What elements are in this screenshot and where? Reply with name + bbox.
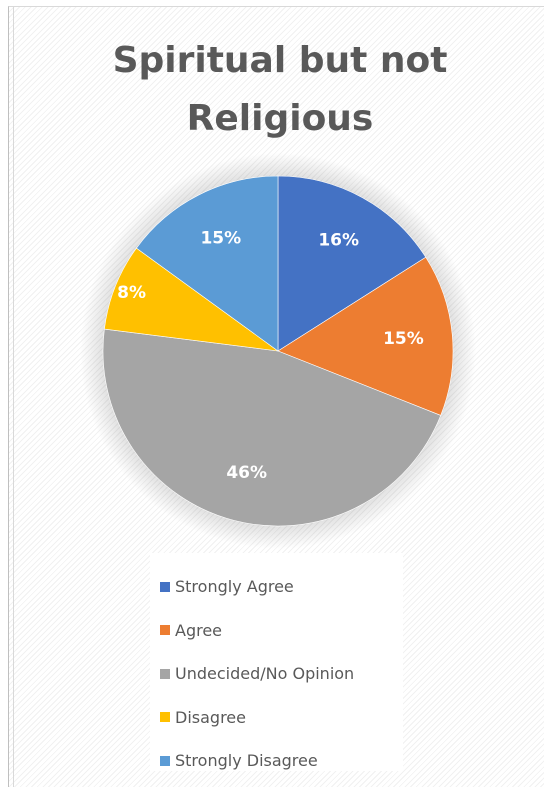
chart-title-line-1: Spiritual but not (112, 40, 448, 81)
legend-label: Agree (175, 620, 223, 640)
data-label-disagree: 8% (117, 283, 146, 303)
pie-slice-agree (277, 256, 454, 416)
legend-swatch (160, 712, 170, 723)
legend-item-disagree: Disagree (160, 696, 403, 740)
pie-slices (102, 175, 454, 527)
legend-item-agree: Agree (160, 609, 403, 653)
pie-slice-strongly-disagree (136, 175, 279, 352)
legend-swatch (160, 625, 170, 636)
chart-legend: Strongly Agree Agree Undecided/No Opinion D… (150, 553, 403, 771)
legend-swatch (160, 581, 170, 592)
data-label-strongly-agree: 16% (318, 231, 359, 251)
legend-item-strongly-disagree: Strongly Disagree (160, 739, 403, 783)
legend-swatch (160, 755, 170, 766)
pie-slice-undecided-no-opinion (102, 328, 442, 527)
chart-title-line-2: Religious (186, 98, 374, 139)
legend-label: Disagree (175, 707, 246, 727)
data-label-agree: 15% (383, 329, 424, 349)
data-label-strongly-disagree: 15% (200, 229, 241, 249)
chart-title: Spiritual but not Religious (70, 32, 490, 148)
legend-label: Strongly Agree (175, 577, 294, 597)
legend-item-strongly-agree: Strongly Agree (160, 565, 403, 609)
pie-data-labels: 16% 15% 46% 8% 15% (117, 229, 424, 483)
legend-swatch (160, 668, 170, 679)
frame-divider (13, 7, 14, 787)
data-label-undecided-no-opinion: 46% (226, 463, 267, 483)
legend-label: Strongly Disagree (175, 751, 318, 771)
pie-slice-strongly-agree (277, 175, 427, 352)
legend-item-undecided-no-opinion: Undecided/No Opinion (160, 652, 403, 696)
legend-label: Undecided/No Opinion (175, 664, 355, 684)
